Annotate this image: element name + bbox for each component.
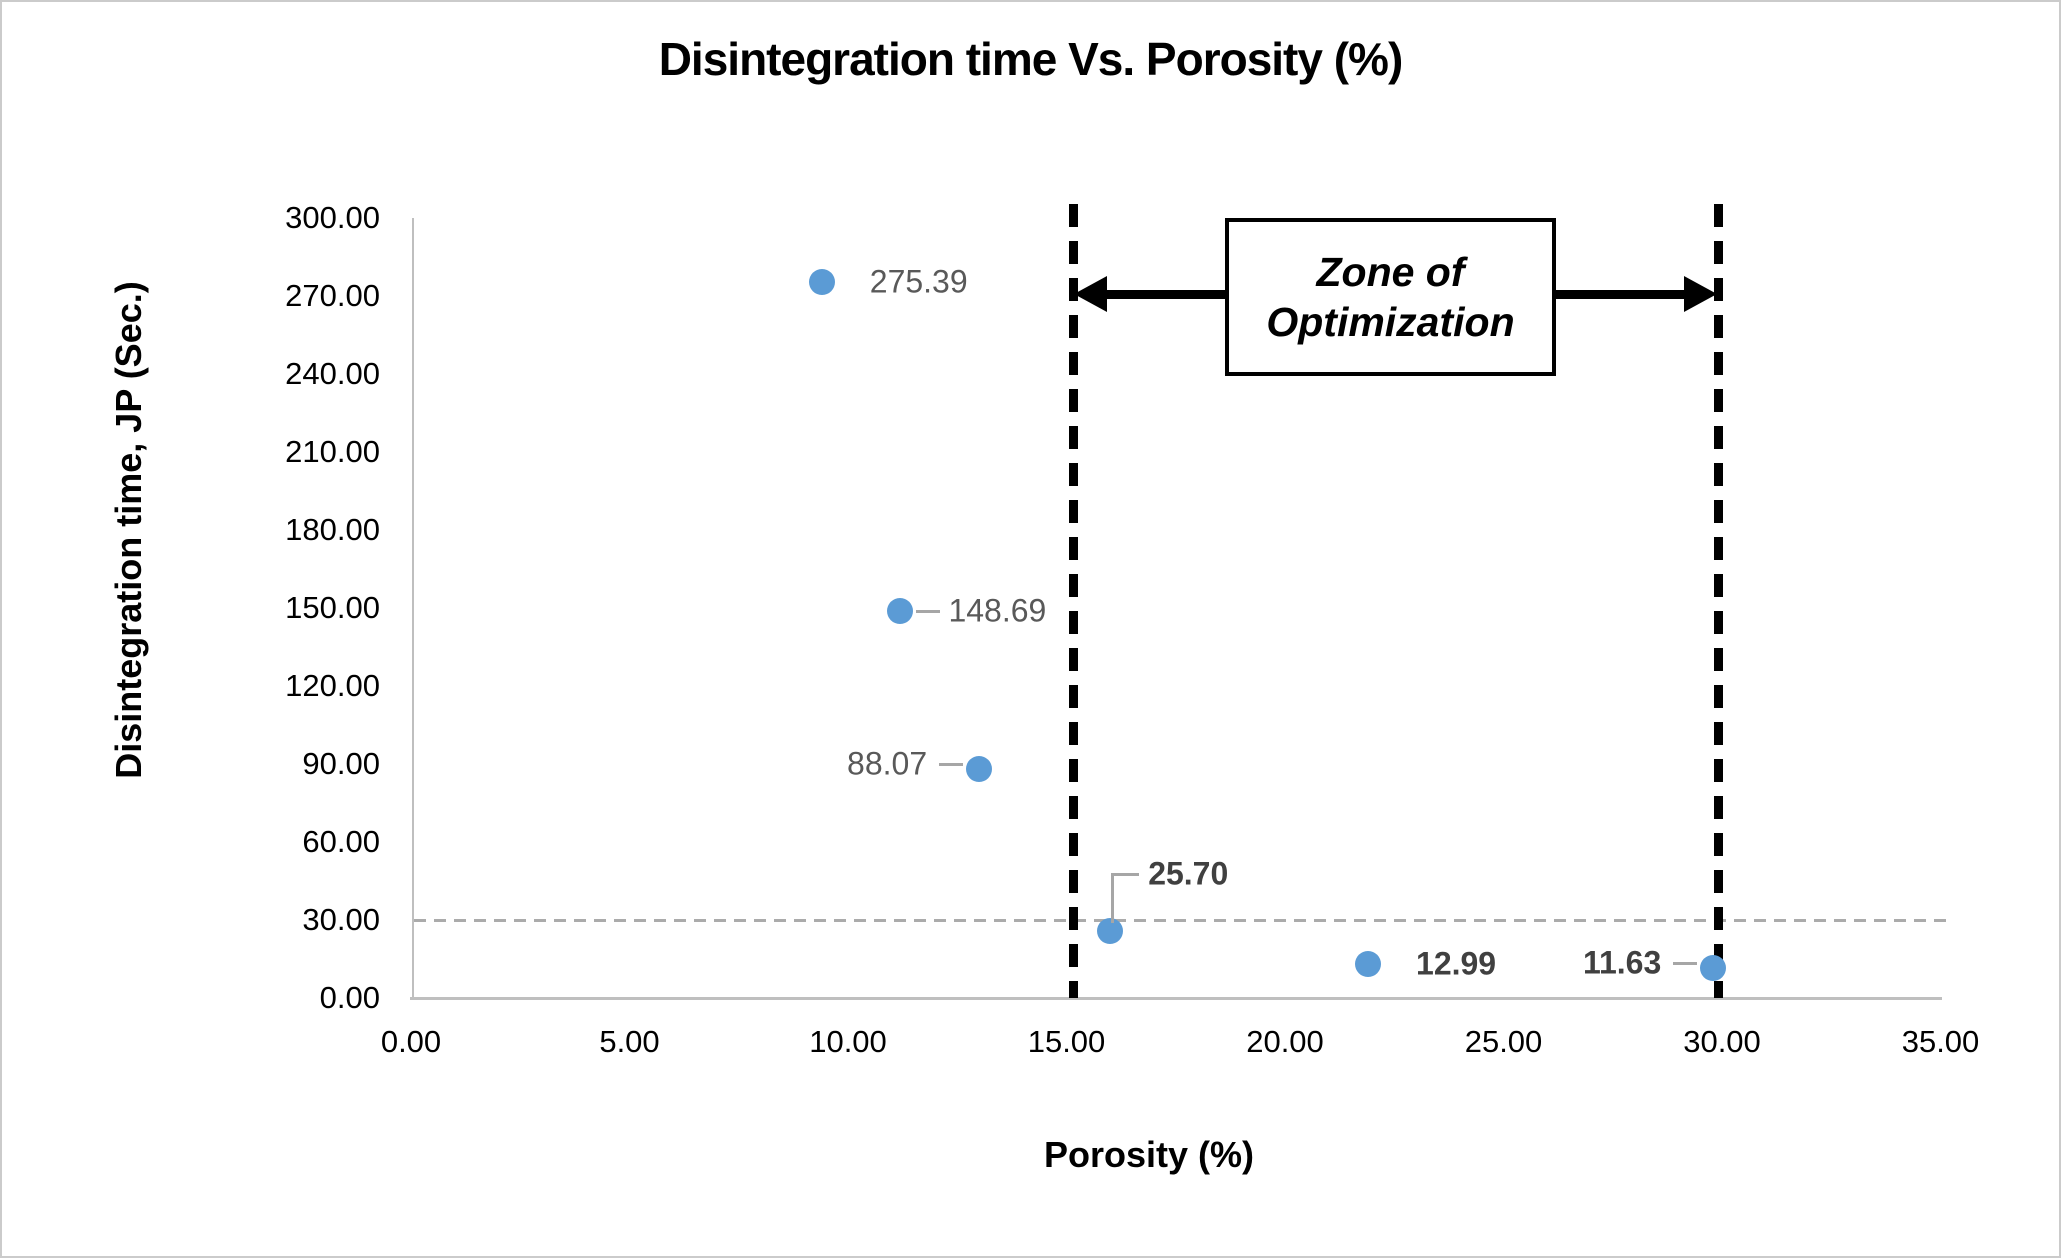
y-axis-tick-label: 150.00 <box>285 590 380 625</box>
y-axis-tick-label: 210.00 <box>285 434 380 469</box>
zone-left-arrowhead <box>1074 276 1108 312</box>
zone-right-arrow-shaft <box>1556 290 1685 299</box>
data-point <box>1355 951 1382 978</box>
x-axis-tick-label: 0.00 <box>380 1024 442 1059</box>
x-axis-line <box>410 997 1942 1000</box>
label-leader-line <box>939 763 964 767</box>
data-point <box>887 598 914 625</box>
data-point-label: 148.69 <box>948 592 1047 629</box>
zone-annotation-line2: Optimization <box>1266 299 1515 345</box>
y-axis-tick-label: 300.00 <box>285 200 380 235</box>
label-leader-line <box>1673 961 1698 965</box>
y-axis-tick-label: 270.00 <box>285 278 380 313</box>
zone-boundary-dashed-line-right <box>1713 204 1723 998</box>
zone-of-optimization-box: Zone of Optimization <box>1225 218 1556 376</box>
label-leader-line-vertical <box>1111 873 1115 924</box>
x-axis-tick-label: 5.00 <box>599 1024 660 1059</box>
label-leader-line-horizontal <box>1111 873 1140 877</box>
y-axis-tick-label: 30.00 <box>302 902 380 937</box>
x-axis-tick-label: 35.00 <box>1901 1024 1980 1059</box>
data-point-label: 12.99 <box>1416 945 1497 982</box>
zone-boundary-dashed-line-left <box>1069 204 1079 998</box>
data-point <box>966 756 993 783</box>
data-point-label: 11.63 <box>1582 944 1662 981</box>
y-axis-tick-label: 0.00 <box>319 980 380 1015</box>
y-axis-tick-label: 90.00 <box>302 746 380 781</box>
x-axis-title: Porosity (%) <box>1043 1134 1255 1175</box>
x-axis-tick-label: 30.00 <box>1683 1024 1761 1059</box>
zone-right-arrowhead <box>1683 276 1717 312</box>
data-point-label: 25.70 <box>1148 855 1229 892</box>
zone-left-arrow-shaft <box>1103 290 1225 299</box>
x-axis-tick-label: 20.00 <box>1246 1024 1324 1059</box>
y-axis-line <box>412 218 414 998</box>
data-point-label: 88.07 <box>847 745 928 782</box>
x-axis-tick-label: 25.00 <box>1464 1024 1543 1059</box>
data-point <box>808 268 835 295</box>
x-axis-tick-label: 15.00 <box>1027 1024 1106 1059</box>
x-axis-tick-label: 10.00 <box>809 1024 887 1059</box>
chart-title: Disintegration time Vs. Porosity (%) <box>658 33 1404 85</box>
data-point <box>1700 954 1727 981</box>
y-axis-tick-label: 240.00 <box>285 356 380 391</box>
label-leader-line <box>916 610 941 614</box>
y-axis-title: Disintegration time, JP (Sec.) <box>108 281 149 779</box>
y-axis-tick-label: 180.00 <box>285 512 380 547</box>
target-time-dashed-line <box>414 919 1950 922</box>
y-axis-tick-label: 120.00 <box>285 668 380 703</box>
y-axis-tick-label: 60.00 <box>302 824 380 859</box>
zone-annotation-line1: Zone of <box>1316 248 1465 295</box>
data-point <box>1097 918 1124 945</box>
data-point-label: 275.39 <box>869 263 968 300</box>
